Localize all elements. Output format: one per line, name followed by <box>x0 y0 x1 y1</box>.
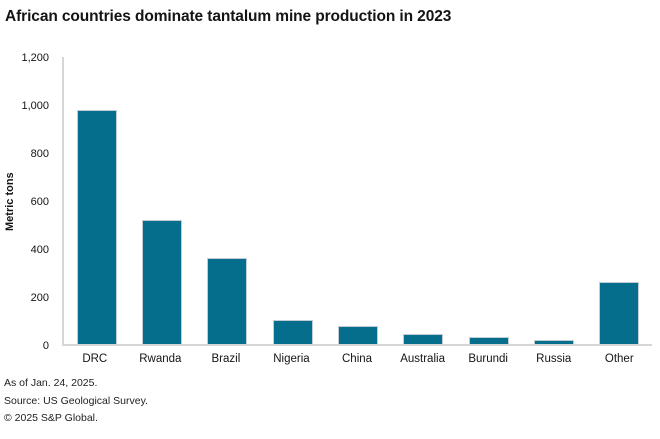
y-axis-tick-label: 800 <box>30 148 49 160</box>
chart-title: African countries dominate tantalum mine… <box>5 8 452 25</box>
bar-column-drc <box>64 57 129 344</box>
bar <box>599 281 640 344</box>
bar-column-rwanda <box>129 57 194 344</box>
bar <box>337 326 378 344</box>
bar-column-other <box>587 57 652 344</box>
bar <box>468 336 509 344</box>
y-axis-tick-label: 200 <box>30 292 49 304</box>
bar <box>533 339 574 344</box>
x-axis-label: Other <box>604 353 634 365</box>
x-axis-label: Burundi <box>468 353 508 365</box>
x-axis-labels: DRC Rwanda Brazil Nigeria China Australia Buru… <box>62 353 652 365</box>
footer-source: Source: US Geological Survey. <box>4 394 148 407</box>
y-axis-tick-label: 1,200 <box>21 52 49 64</box>
y-axis-tick-label: 400 <box>30 244 49 256</box>
x-axis-label: China <box>342 353 373 365</box>
plot-area <box>62 57 652 346</box>
bar-column-russia <box>521 57 586 344</box>
bar <box>403 334 444 344</box>
bar-series <box>64 57 652 344</box>
x-axis-label: Australia <box>400 353 445 365</box>
y-axis-tick-label: 1,000 <box>21 100 49 112</box>
bar-column-australia <box>391 57 456 344</box>
bar <box>141 219 182 344</box>
x-axis-label: Brazil <box>211 353 241 365</box>
x-axis-label: DRC <box>82 353 108 365</box>
bar <box>272 320 313 344</box>
y-axis-tick-label: 600 <box>30 196 49 208</box>
bar <box>76 109 117 344</box>
bar <box>207 257 248 344</box>
chart-footer: As of Jan. 24, 2025. Source: US Geologic… <box>4 375 148 428</box>
x-axis-label: Rwanda <box>139 353 182 365</box>
footer-as-of-date: As of Jan. 24, 2025. <box>4 377 98 389</box>
bar-column-nigeria <box>260 57 325 344</box>
bar-column-brazil <box>195 57 260 344</box>
bar-column-burundi <box>456 57 521 344</box>
y-axis-tick-label: 0 <box>42 340 49 352</box>
x-axis-label: Russia <box>536 353 572 365</box>
footer-copyright: © 2025 S&P Global. <box>4 412 98 424</box>
x-axis-label: Nigeria <box>273 353 310 365</box>
y-axis-tick-labels: 0 200 400 600 800 1,000 1,200 <box>0 52 49 352</box>
bar-column-china <box>325 57 390 344</box>
